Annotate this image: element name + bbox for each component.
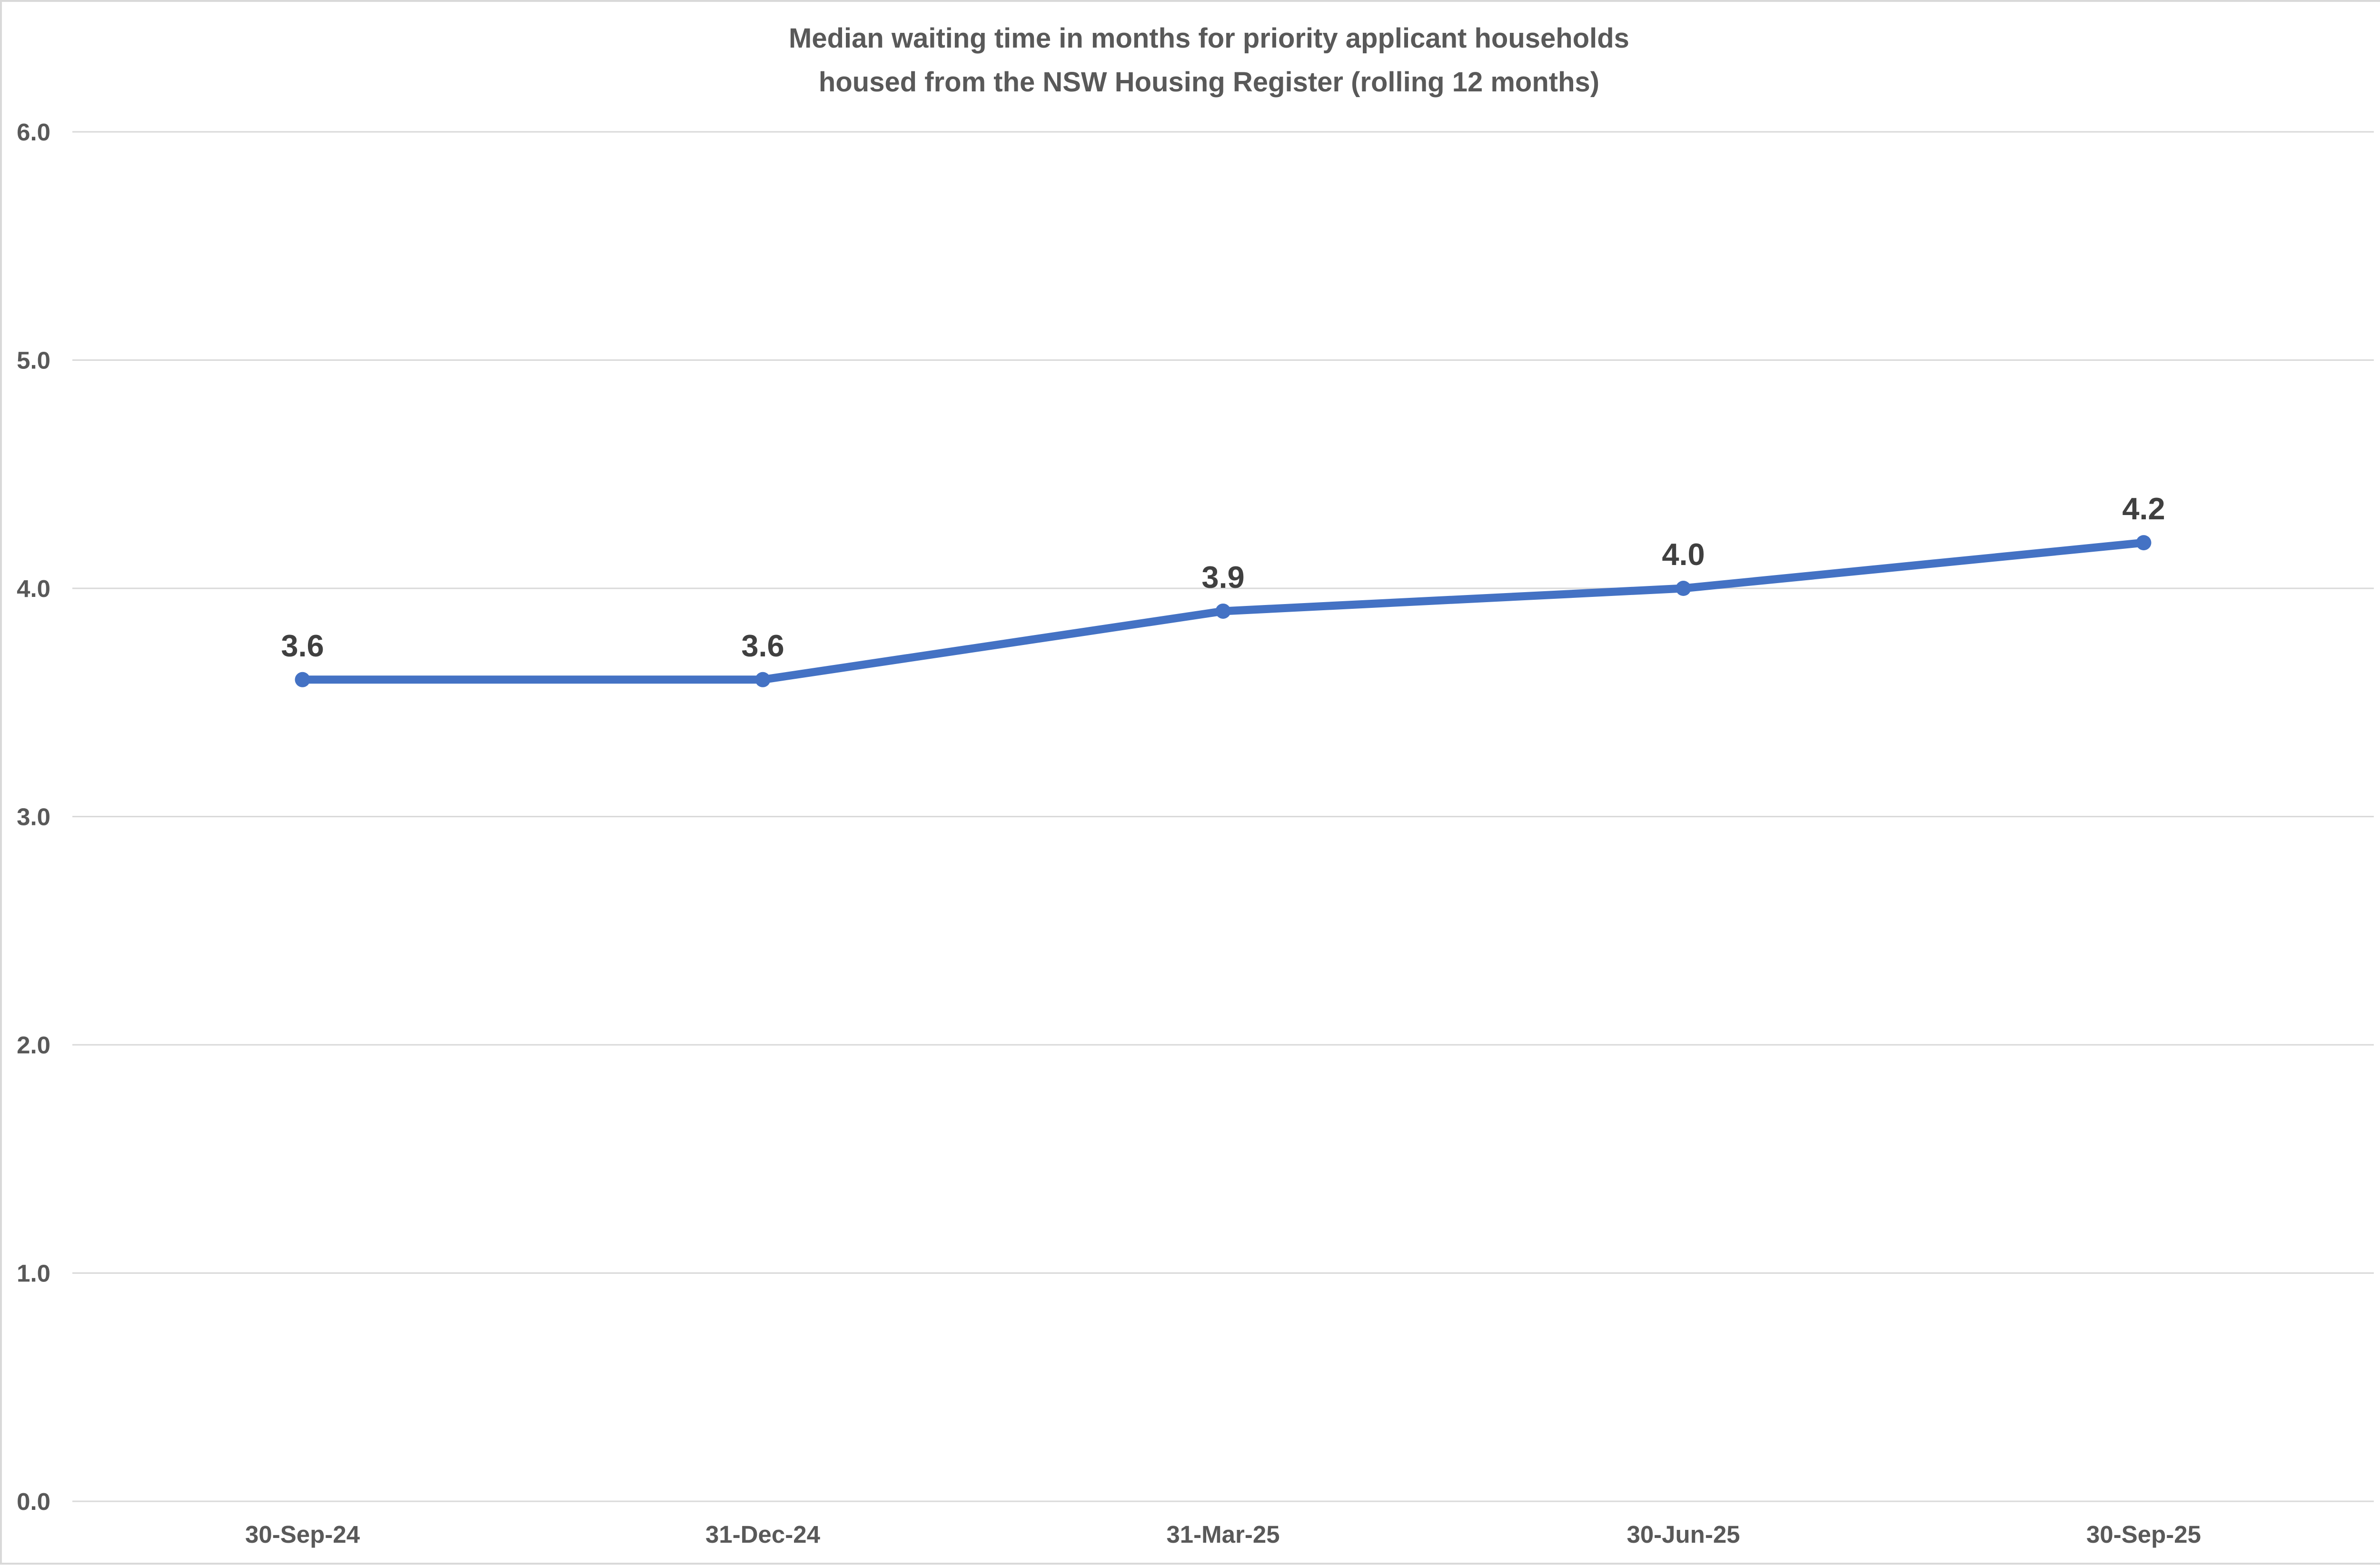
chart-title-line-2: housed from the NSW Housing Register (ro… [819,67,1599,98]
y-axis-tick-label: 0.0 [17,1488,50,1515]
data-point-label: 4.0 [1662,537,1705,572]
x-axis-category-label: 31-Mar-25 [1166,1521,1279,1548]
data-point-marker [755,672,771,687]
x-axis-labels-group: 30-Sep-24 31-Dec-24 31-Mar-25 30-Jun-25 30-S… [245,1521,2201,1548]
markers-group [295,535,2152,687]
data-point-marker [2136,535,2152,551]
data-point-label: 3.9 [1201,560,1244,595]
data-point-marker [1676,581,1691,596]
x-axis-category-label: 31-Dec-24 [705,1521,821,1548]
y-axis-tick-label: 6.0 [17,119,50,146]
y-axis-labels-group: 0.0 1.0 2.0 3.0 4.0 5.0 6.0 [17,119,50,1515]
chart-title-line-1: Median waiting time in months for priori… [789,23,1629,54]
y-axis-tick-label: 4.0 [17,575,50,602]
y-axis-tick-label: 1.0 [17,1260,50,1287]
data-point-label: 3.6 [281,628,324,663]
gridlines-group [72,131,2374,1502]
y-axis-tick-label: 3.0 [17,803,50,831]
data-point-marker [295,672,310,687]
data-point-label: 3.6 [741,628,784,663]
data-point-marker [1215,603,1231,619]
x-axis-category-label: 30-Sep-24 [245,1521,360,1548]
x-axis-category-label: 30-Sep-25 [2086,1521,2201,1548]
x-axis-category-label: 30-Jun-25 [1626,1521,1740,1548]
data-point-label: 4.2 [2122,491,2165,526]
y-axis-tick-label: 5.0 [17,347,50,374]
y-axis-tick-label: 2.0 [17,1031,50,1059]
data-labels-group: 3.6 3.6 3.9 4.0 4.2 [281,491,2165,663]
